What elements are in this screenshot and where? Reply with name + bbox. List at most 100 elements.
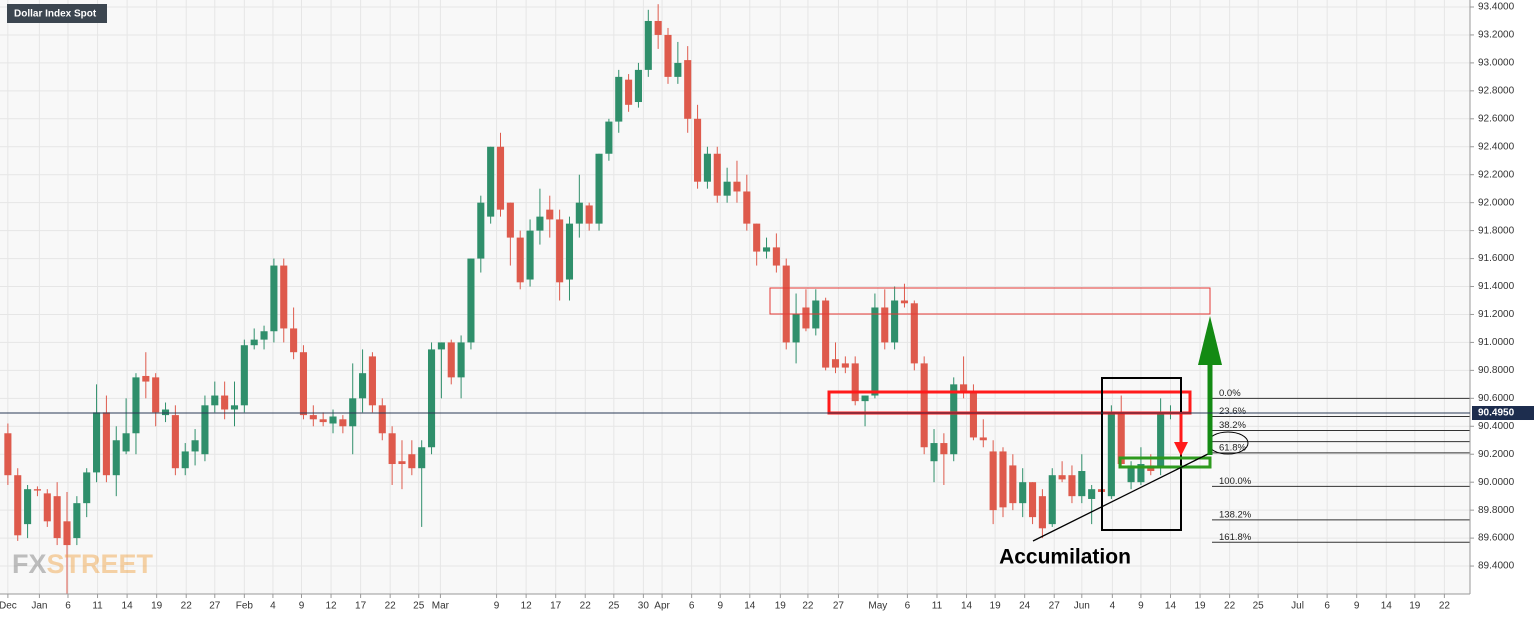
candle-body (772, 247, 780, 266)
x-tick-label: 25 (413, 601, 425, 612)
candle-body (989, 451, 997, 511)
candle-body (999, 451, 1007, 508)
candle-body (920, 363, 928, 448)
candle-body (378, 405, 386, 434)
candle-body (950, 384, 958, 455)
candle-body (4, 433, 12, 476)
candle-body (694, 118, 702, 182)
candle-body (506, 202, 514, 238)
candle-body (299, 352, 308, 416)
x-tick-label: 19 (1409, 601, 1421, 612)
x-tick-label: 11 (92, 601, 103, 612)
overlays (769, 287, 1249, 542)
y-tick-label: 89.4000 (1478, 561, 1515, 572)
candle-body (93, 412, 101, 473)
candle-body (102, 412, 110, 476)
candle-body (782, 265, 790, 343)
candle-body (24, 489, 32, 525)
x-tick-label: 25 (1253, 601, 1265, 612)
y-tick-label: 90.8000 (1478, 365, 1515, 376)
candle-body (743, 191, 751, 224)
resistance-zone (769, 287, 1211, 315)
fib-label: 38.2% (1219, 420, 1246, 431)
candle-body (802, 307, 810, 329)
y-tick-label: 93.2000 (1478, 30, 1515, 41)
x-tick-label: Jan (31, 601, 47, 612)
candle-body (684, 60, 692, 119)
candle-body (841, 363, 849, 368)
candle-body (161, 409, 170, 416)
candle-body (230, 405, 239, 410)
candle-body (723, 181, 731, 196)
x-tick-label: 9 (494, 601, 500, 612)
x-tick-label: 11 (932, 601, 943, 612)
x-tick-label: 12 (521, 601, 533, 612)
x-tick-label: 25 (608, 601, 620, 612)
candle-body (644, 20, 652, 70)
x-tick-label: 22 (1439, 601, 1451, 612)
candle-body (733, 181, 741, 192)
candle-body (881, 307, 889, 343)
x-tick-label: 19 (151, 601, 163, 612)
x-tick-label: 22 (802, 601, 814, 612)
y-tick-label: 91.8000 (1478, 225, 1515, 236)
x-tick-label: 9 (717, 601, 723, 612)
x-tick-label: 12 (325, 601, 337, 612)
watermark: FXSTREET (12, 549, 154, 579)
y-tick-label: 91.6000 (1478, 253, 1515, 264)
candle-body (467, 258, 475, 343)
x-tick-label: 6 (1324, 601, 1330, 612)
candle-body (398, 461, 406, 465)
candle-body (1107, 412, 1115, 497)
candle-body (831, 359, 840, 368)
plot-background (0, 0, 1470, 594)
candle-body (979, 437, 987, 441)
candle-body (496, 146, 505, 210)
y-tick-label: 89.6000 (1478, 533, 1515, 544)
support-box (1118, 456, 1212, 469)
candle-body (546, 209, 554, 220)
candle-body (1137, 464, 1145, 483)
x-tick-label: 19 (990, 601, 1002, 612)
x-tick-label: 27 (209, 601, 221, 612)
candle-body (427, 349, 436, 448)
candle-body (1078, 471, 1086, 497)
candle-body (536, 216, 544, 231)
candle-body (664, 34, 672, 77)
candle-body (201, 405, 209, 455)
candle-body (349, 398, 357, 427)
candle-body (487, 146, 495, 217)
y-tick-label: 89.8000 (1478, 505, 1515, 516)
x-tick-label: 6 (905, 601, 911, 612)
candle-body (408, 454, 416, 469)
candle-body (359, 373, 367, 399)
candle-body (703, 153, 711, 182)
candle-body (250, 339, 258, 346)
grid (0, 0, 1470, 594)
candle-body (457, 342, 465, 378)
candle-body (605, 121, 613, 154)
last-price-label: 90.4950 (1478, 408, 1515, 419)
candle-body (83, 472, 91, 504)
candle-body (1048, 475, 1056, 525)
y-tick-label: 92.6000 (1478, 113, 1515, 124)
candle-body (329, 416, 337, 424)
y-tick-label: 91.4000 (1478, 281, 1515, 292)
x-tick-label: 17 (355, 601, 367, 612)
x-tick-label: 6 (65, 601, 71, 612)
annotation: Accumilation (999, 546, 1131, 569)
y-tick-label: 92.2000 (1478, 169, 1515, 180)
x-tick-label: Jun (1074, 601, 1090, 612)
x-tick-label: 9 (299, 601, 305, 612)
candle-body (260, 331, 268, 340)
y-tick-label: 92.4000 (1478, 141, 1515, 152)
fib-label: 161.8% (1219, 532, 1252, 543)
candle-body (585, 205, 593, 224)
candle-body (63, 521, 71, 546)
candle-body (309, 415, 317, 420)
candle-body (418, 447, 426, 469)
x-tick-label: 22 (385, 601, 397, 612)
candle-body (556, 219, 564, 283)
fib-label: 0.0% (1219, 388, 1241, 399)
